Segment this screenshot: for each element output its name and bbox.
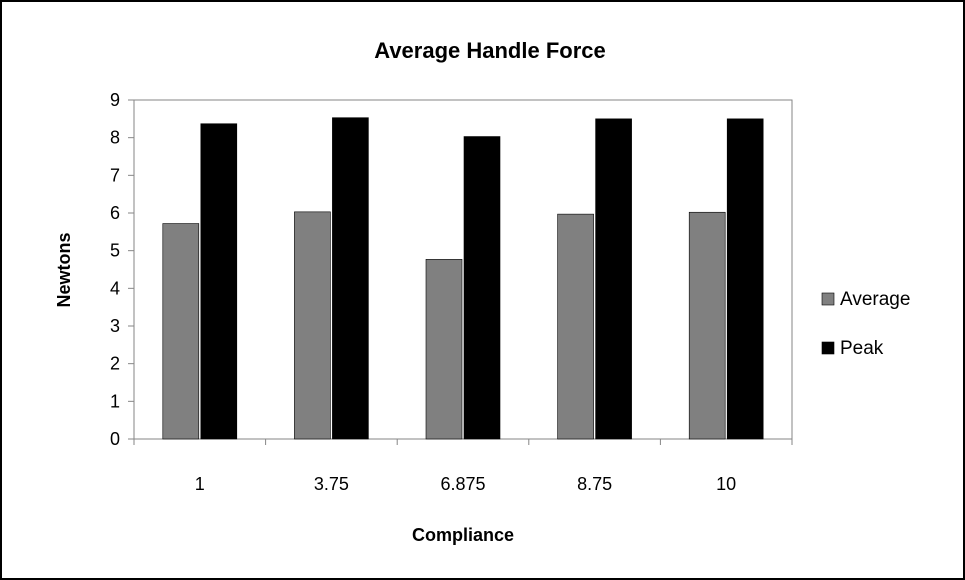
legend-swatch <box>821 341 835 355</box>
legend-label: Peak <box>840 338 884 359</box>
bar-average <box>557 213 594 440</box>
bar-peak <box>463 136 501 440</box>
bar-average <box>294 211 331 440</box>
y-tick-label: 2 <box>110 354 120 374</box>
bar-peak <box>726 118 764 440</box>
y-tick-label: 4 <box>110 278 120 298</box>
y-axis-title: Newtons <box>54 232 74 307</box>
bar-average <box>425 259 463 440</box>
y-tick-label: 6 <box>110 203 120 223</box>
y-tick-label: 0 <box>110 429 120 449</box>
x-tick-label: 6.875 <box>440 474 485 494</box>
bar-peak <box>595 118 632 440</box>
y-tick-label: 8 <box>110 128 120 148</box>
y-axis: 0 1 2 3 4 5 6 7 8 9 <box>110 90 134 449</box>
legend-swatch <box>821 292 835 306</box>
plot-area <box>133 99 793 440</box>
x-axis-title: Compliance <box>412 525 514 545</box>
x-tick-label: 10 <box>716 474 736 494</box>
bar-peak <box>200 123 238 440</box>
legend: Average Peak <box>821 289 910 359</box>
bar-average <box>688 211 726 440</box>
y-tick-label: 3 <box>110 316 120 336</box>
x-tick-label: 1 <box>195 474 205 494</box>
bar-peak <box>332 117 369 440</box>
y-tick-label: 1 <box>110 391 120 411</box>
y-tick-label: 9 <box>110 90 120 110</box>
x-tick-label: 3.75 <box>314 474 349 494</box>
bars <box>162 117 764 440</box>
y-tick-label: 7 <box>110 165 120 185</box>
bar-average <box>162 223 200 440</box>
x-tick-label: 8.75 <box>577 474 612 494</box>
legend-label: Average <box>840 289 910 310</box>
y-tick-label: 5 <box>110 241 120 261</box>
chart-title: Average Handle Force <box>374 38 606 63</box>
x-axis: 1 3.75 6.875 8.75 10 <box>133 439 793 494</box>
